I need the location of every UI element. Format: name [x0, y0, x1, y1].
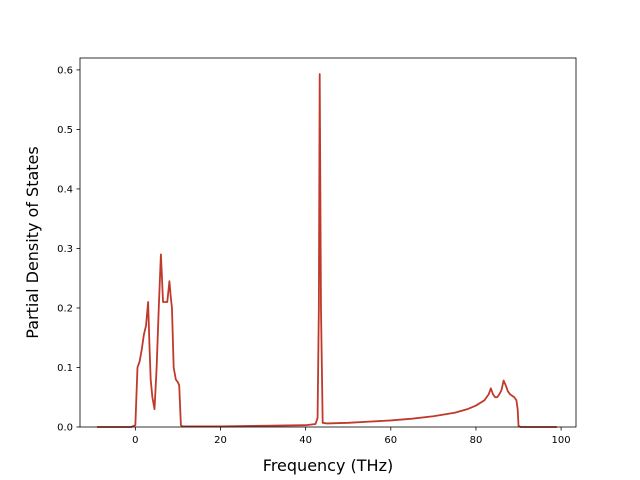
plot-area: [80, 58, 576, 427]
x-axis-label: Frequency (THz): [263, 456, 393, 475]
x-tick-label: 100: [552, 435, 571, 446]
series-line-0: [97, 73, 557, 428]
y-tick-label: 0.6: [57, 65, 73, 76]
y-tick-label: 0.2: [57, 303, 73, 314]
x-tick-label: 0: [132, 435, 138, 446]
y-tick-label: 0.5: [57, 125, 73, 136]
y-tick-label: 0.3: [57, 244, 73, 255]
x-tick-label: 80: [470, 435, 483, 446]
plot-frame: [79, 57, 577, 428]
y-axis-label: Partial Density of States: [23, 146, 42, 338]
y-tick-label: 0.1: [57, 363, 73, 374]
x-axis-ticks: 0 20 40 60 80 100: [132, 427, 571, 446]
y-tick-label: 0.0: [57, 423, 73, 434]
x-tick-label: 60: [384, 435, 397, 446]
y-axis-ticks: 0.0 0.1 0.2 0.3 0.4 0.5 0.6: [57, 65, 80, 434]
x-tick-label: 40: [299, 435, 312, 446]
y-tick-label: 0.4: [57, 184, 73, 195]
series-lines: [97, 73, 557, 428]
x-tick-label: 20: [214, 435, 227, 446]
